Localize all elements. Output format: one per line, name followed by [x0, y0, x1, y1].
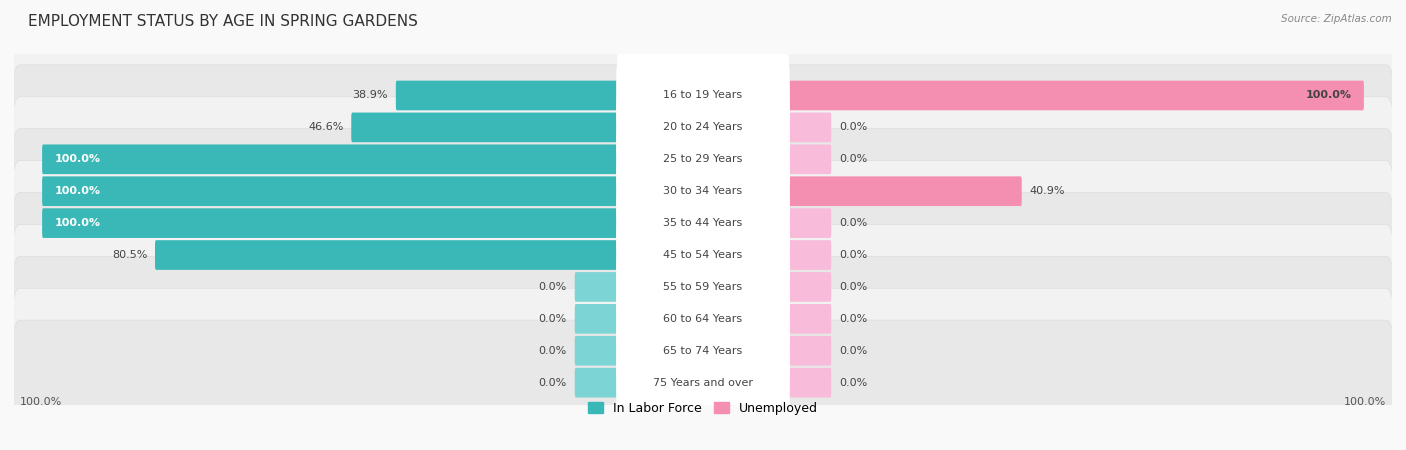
FancyBboxPatch shape [11, 65, 1395, 190]
Text: 35 to 44 Years: 35 to 44 Years [664, 218, 742, 228]
FancyBboxPatch shape [575, 368, 623, 397]
FancyBboxPatch shape [11, 320, 1395, 445]
Text: 0.0%: 0.0% [839, 218, 868, 228]
Text: 80.5%: 80.5% [112, 250, 148, 260]
FancyBboxPatch shape [11, 161, 1395, 286]
Text: Source: ZipAtlas.com: Source: ZipAtlas.com [1281, 14, 1392, 23]
FancyBboxPatch shape [616, 229, 790, 345]
Text: 100.0%: 100.0% [55, 218, 101, 228]
FancyBboxPatch shape [616, 38, 790, 153]
FancyBboxPatch shape [575, 304, 623, 334]
Text: 0.0%: 0.0% [839, 154, 868, 164]
FancyBboxPatch shape [783, 368, 831, 397]
Text: 0.0%: 0.0% [839, 346, 868, 356]
FancyBboxPatch shape [42, 208, 623, 238]
Text: 16 to 19 Years: 16 to 19 Years [664, 90, 742, 100]
Text: 0.0%: 0.0% [538, 282, 567, 292]
Text: 0.0%: 0.0% [839, 122, 868, 132]
Text: 60 to 64 Years: 60 to 64 Years [664, 314, 742, 324]
Text: 0.0%: 0.0% [839, 378, 868, 387]
Text: 0.0%: 0.0% [538, 378, 567, 387]
FancyBboxPatch shape [783, 81, 1364, 110]
FancyBboxPatch shape [783, 304, 831, 334]
Text: 100.0%: 100.0% [1305, 90, 1351, 100]
FancyBboxPatch shape [11, 225, 1395, 350]
FancyBboxPatch shape [11, 193, 1395, 318]
FancyBboxPatch shape [352, 112, 623, 142]
FancyBboxPatch shape [11, 33, 1395, 158]
Text: 0.0%: 0.0% [839, 314, 868, 324]
Text: 30 to 34 Years: 30 to 34 Years [664, 186, 742, 196]
Text: 45 to 54 Years: 45 to 54 Years [664, 250, 742, 260]
Text: 100.0%: 100.0% [55, 186, 101, 196]
Text: 40.9%: 40.9% [1029, 186, 1064, 196]
Legend: In Labor Force, Unemployed: In Labor Force, Unemployed [583, 397, 823, 420]
Text: 100.0%: 100.0% [20, 397, 62, 407]
Text: 75 Years and over: 75 Years and over [652, 378, 754, 387]
Text: 0.0%: 0.0% [839, 250, 868, 260]
FancyBboxPatch shape [783, 272, 831, 302]
FancyBboxPatch shape [616, 261, 790, 377]
FancyBboxPatch shape [42, 176, 623, 206]
FancyBboxPatch shape [42, 144, 623, 174]
Text: 0.0%: 0.0% [839, 282, 868, 292]
FancyBboxPatch shape [616, 70, 790, 185]
FancyBboxPatch shape [616, 325, 790, 441]
FancyBboxPatch shape [11, 129, 1395, 254]
FancyBboxPatch shape [155, 240, 623, 270]
FancyBboxPatch shape [396, 81, 623, 110]
Text: 65 to 74 Years: 65 to 74 Years [664, 346, 742, 356]
FancyBboxPatch shape [783, 112, 831, 142]
FancyBboxPatch shape [575, 272, 623, 302]
Text: 25 to 29 Years: 25 to 29 Years [664, 154, 742, 164]
Text: 100.0%: 100.0% [55, 154, 101, 164]
FancyBboxPatch shape [783, 176, 1022, 206]
FancyBboxPatch shape [11, 256, 1395, 382]
Text: 55 to 59 Years: 55 to 59 Years [664, 282, 742, 292]
Text: 0.0%: 0.0% [538, 314, 567, 324]
FancyBboxPatch shape [616, 134, 790, 249]
FancyBboxPatch shape [11, 97, 1395, 222]
FancyBboxPatch shape [575, 336, 623, 365]
FancyBboxPatch shape [11, 288, 1395, 413]
Text: 46.6%: 46.6% [308, 122, 343, 132]
Text: 38.9%: 38.9% [353, 90, 388, 100]
FancyBboxPatch shape [616, 197, 790, 313]
Text: 100.0%: 100.0% [1344, 397, 1386, 407]
FancyBboxPatch shape [783, 208, 831, 238]
FancyBboxPatch shape [783, 336, 831, 365]
Text: 0.0%: 0.0% [538, 346, 567, 356]
FancyBboxPatch shape [616, 102, 790, 217]
Text: 20 to 24 Years: 20 to 24 Years [664, 122, 742, 132]
FancyBboxPatch shape [616, 293, 790, 409]
FancyBboxPatch shape [783, 144, 831, 174]
FancyBboxPatch shape [783, 240, 831, 270]
Text: EMPLOYMENT STATUS BY AGE IN SPRING GARDENS: EMPLOYMENT STATUS BY AGE IN SPRING GARDE… [28, 14, 418, 28]
FancyBboxPatch shape [616, 165, 790, 281]
